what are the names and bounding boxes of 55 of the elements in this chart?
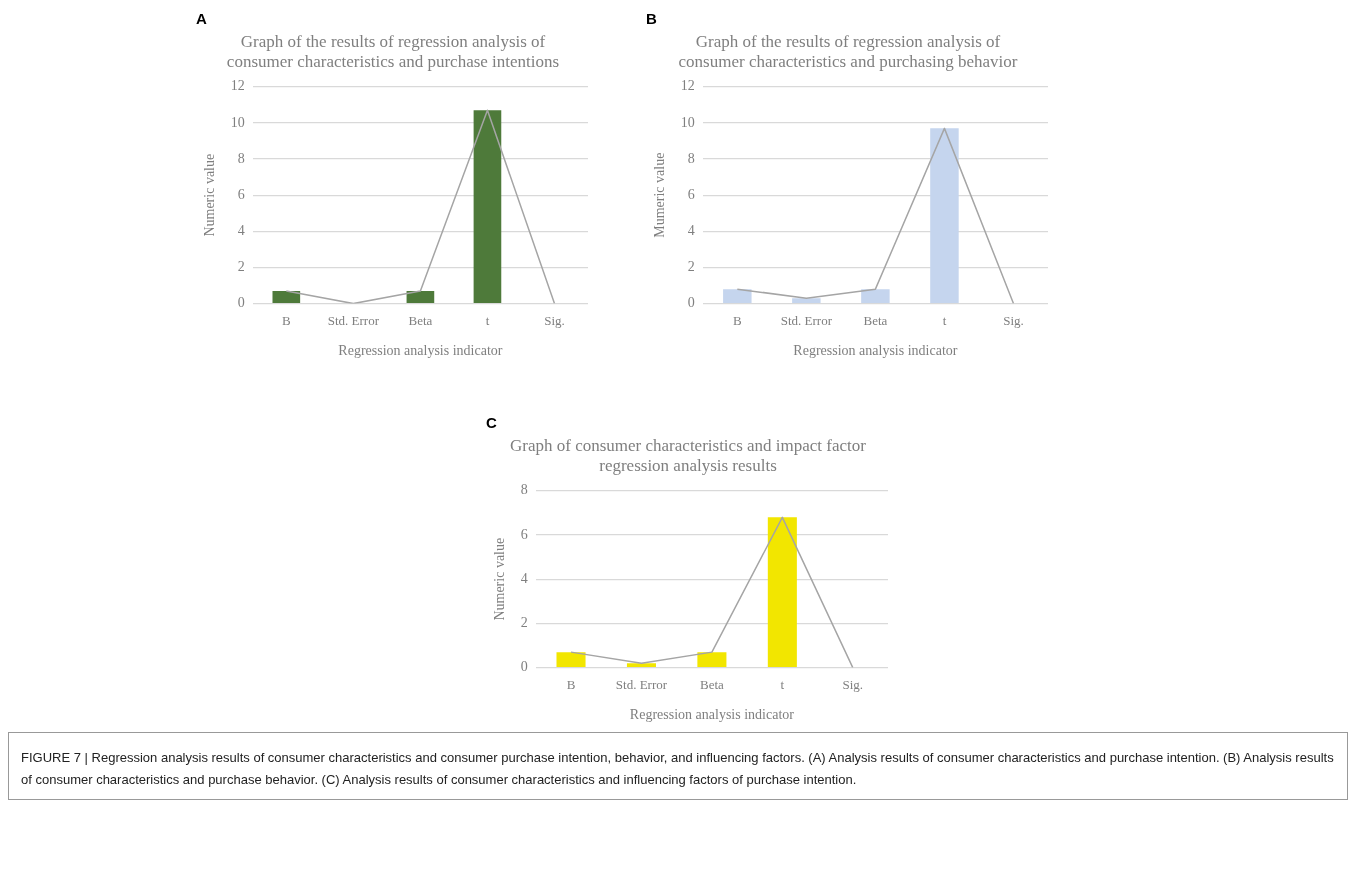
y-tick-label: 6 xyxy=(520,526,528,542)
x-tick-label: Std. Error xyxy=(780,312,833,328)
y-tick-label: 2 xyxy=(237,259,245,275)
x-tick-label: Beta xyxy=(863,312,888,328)
chart-title: Graph of consumer characteristics and impact factor regression analysis results xyxy=(510,435,867,476)
x-tick-label: Sig. xyxy=(544,312,565,328)
x-tick-label: t xyxy=(942,312,947,328)
y-tick-label: 6 xyxy=(237,186,245,202)
y-tick-label: 0 xyxy=(520,659,528,675)
x-axis-title: Regression analysis indicator xyxy=(338,343,503,359)
x-tick-label: Sig. xyxy=(1003,312,1024,328)
y-tick-label: 8 xyxy=(520,482,528,498)
y-tick-label: 8 xyxy=(687,150,695,166)
x-tick-label: Sig. xyxy=(842,676,864,692)
x-axis-title: Regression analysis indicator xyxy=(629,707,795,723)
bar xyxy=(930,128,959,303)
y-tick-label: 4 xyxy=(687,223,695,239)
bar xyxy=(697,652,727,667)
y-tick-label: 12 xyxy=(680,78,695,94)
y-tick-label: 0 xyxy=(687,295,695,311)
y-tick-label: 10 xyxy=(230,114,245,130)
bar xyxy=(626,663,656,667)
y-tick-label: 2 xyxy=(687,259,695,275)
y-axis-title: Numeric value xyxy=(202,153,218,237)
x-tick-label: Beta xyxy=(699,676,725,692)
y-tick-label: 6 xyxy=(687,186,695,202)
y-tick-label: 2 xyxy=(520,615,528,631)
x-tick-label: B xyxy=(281,312,291,328)
chart-title: Graph of the results of regression analysis of consumer characteristics and purchasing behavior xyxy=(678,31,1018,72)
y-tick-label: 4 xyxy=(520,570,528,586)
x-tick-label: Std. Error xyxy=(327,312,380,328)
x-tick-label: Beta xyxy=(408,312,433,328)
x-tick-label: t xyxy=(485,312,490,328)
bar xyxy=(861,289,890,303)
bar xyxy=(792,298,821,303)
bar xyxy=(723,289,752,303)
x-tick-label: t xyxy=(780,676,785,692)
x-tick-label: B xyxy=(732,312,742,328)
x-tick-label: B xyxy=(566,676,576,692)
y-tick-label: 8 xyxy=(237,150,245,166)
chart-title: Graph of the results of regression analysis of consumer characteristics and purchase intentions xyxy=(226,31,560,72)
y-tick-label: 4 xyxy=(237,223,245,239)
bar xyxy=(556,652,586,667)
y-tick-label: 10 xyxy=(680,114,695,130)
caption: FIGURE 7 | Regression analysis results of consumer characteristics and consumer purchase intention, behavior, and influencing factors. (A) Analysis results of consumer characteristics and purchase intention. (B) Analysis results of consumer characteristics and purchase behavior. (C) Analysis results of consumer characteristics and influencing factors of purchase intention. xyxy=(9,732,1347,795)
y-axis-title: Mumeric value xyxy=(652,152,668,238)
y-tick-label: 0 xyxy=(237,295,245,311)
text: B xyxy=(646,10,658,27)
y-axis-title: Numeric value xyxy=(492,537,508,621)
text: A xyxy=(196,10,208,27)
x-tick-label: Std. Error xyxy=(615,676,668,692)
text: C xyxy=(486,414,498,431)
y-tick-label: 12 xyxy=(230,78,245,94)
bar xyxy=(767,517,797,667)
x-axis-title: Regression analysis indicator xyxy=(793,343,958,359)
